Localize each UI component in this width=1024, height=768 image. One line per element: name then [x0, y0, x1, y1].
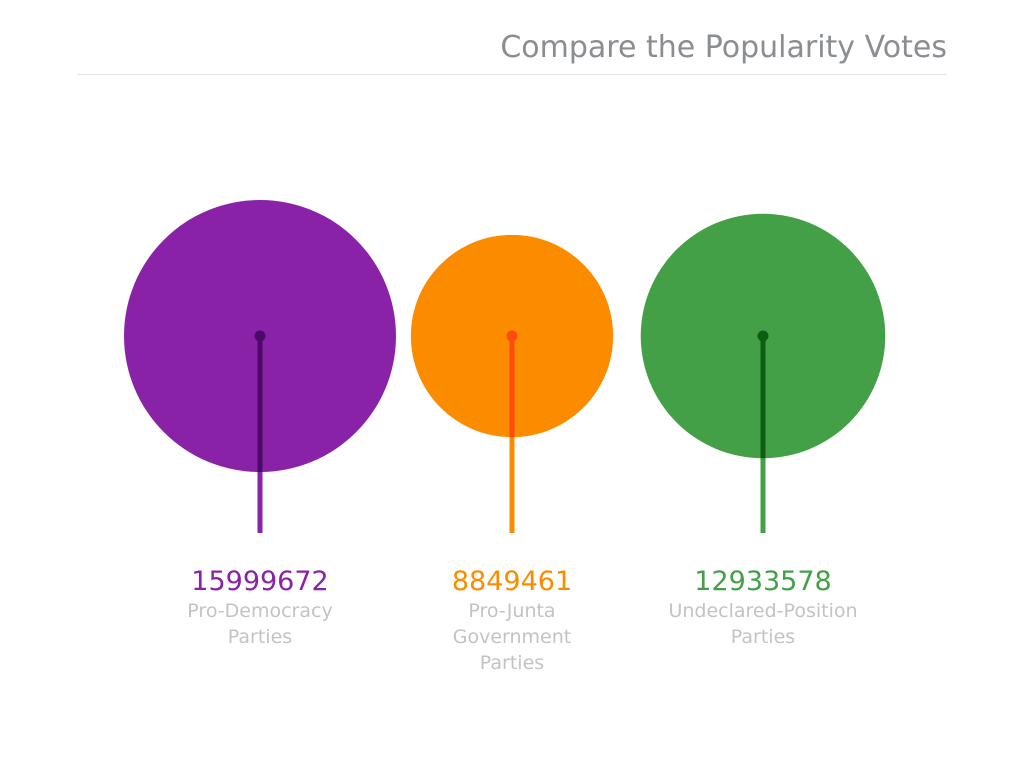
category-label: Undeclared-Position: [668, 600, 857, 622]
bubble-center-dot: [757, 330, 769, 342]
value-label: 12933578: [694, 566, 831, 597]
value-label: 15999672: [191, 566, 328, 597]
value-label: 8849461: [452, 566, 572, 597]
chart-title: Compare the Popularity Votes: [500, 30, 947, 65]
bubble-center-dot: [254, 330, 266, 342]
bubble-center-dot: [506, 330, 518, 342]
category-label: Government: [453, 626, 572, 648]
category-label: Pro-Democracy: [187, 600, 332, 622]
category-label: Parties: [480, 652, 544, 674]
category-label: Parties: [731, 626, 795, 648]
category-label: Pro-Junta: [468, 600, 555, 622]
category-label: Parties: [228, 626, 292, 648]
title-divider: [77, 74, 947, 75]
